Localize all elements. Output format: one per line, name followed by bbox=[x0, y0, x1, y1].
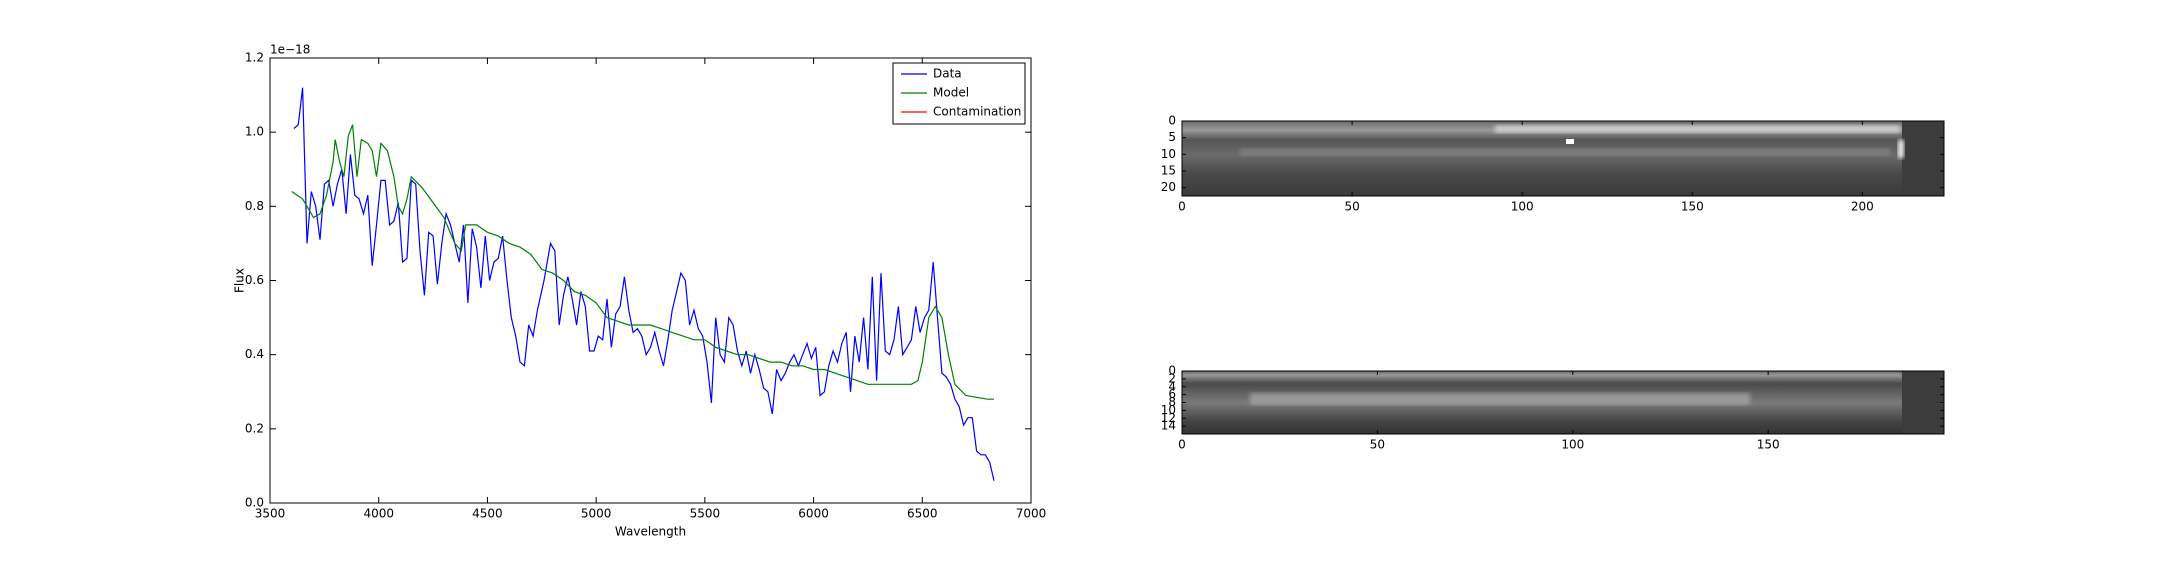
x-tick-label: 50 bbox=[1344, 200, 1359, 214]
y-tick-label: 0.8 bbox=[245, 199, 264, 213]
legend-label: Model bbox=[933, 86, 969, 100]
x-tick-label: 4500 bbox=[472, 507, 503, 521]
y-tick-label: 0.2 bbox=[245, 421, 264, 435]
legend-label: Data bbox=[933, 67, 962, 81]
y-tick-label: 6 bbox=[1168, 387, 1176, 401]
legend-label: Contamination bbox=[933, 105, 1021, 119]
y-tick-label: 0 bbox=[1168, 364, 1176, 378]
spectrum-image-1 bbox=[1182, 121, 1944, 196]
y-tick-label: 0.6 bbox=[245, 273, 264, 287]
y-tick-label: 20 bbox=[1161, 180, 1176, 194]
x-tick-label: 100 bbox=[1511, 200, 1534, 214]
x-tick-label: 5000 bbox=[581, 507, 612, 521]
y-tick-label: 1.2 bbox=[245, 51, 264, 65]
x-tick-label: 7000 bbox=[1016, 507, 1047, 521]
x-tick-label: 150 bbox=[1757, 438, 1780, 452]
y-tick-label: 15 bbox=[1161, 164, 1176, 178]
x-axis-label: Wavelength bbox=[615, 525, 686, 539]
y-tick-label: 14 bbox=[1161, 419, 1176, 433]
x-tick-label: 100 bbox=[1561, 438, 1584, 452]
y-offset-label: 1e−18 bbox=[270, 43, 310, 57]
x-tick-label: 0 bbox=[1178, 200, 1186, 214]
y-tick-label: 8 bbox=[1168, 395, 1176, 409]
x-tick-label: 200 bbox=[1851, 200, 1874, 214]
y-tick-label: 0.4 bbox=[245, 347, 264, 361]
axes-frame bbox=[1181, 120, 1945, 197]
x-tick-label: 150 bbox=[1681, 200, 1704, 214]
y-tick-label: 2 bbox=[1168, 371, 1176, 385]
spectrum-image-2 bbox=[1182, 371, 1944, 434]
x-tick-label: 0 bbox=[1178, 438, 1186, 452]
y-tick-label: 4 bbox=[1168, 379, 1176, 393]
y-tick-label: 10 bbox=[1161, 147, 1176, 161]
y-tick-label: 12 bbox=[1161, 411, 1176, 425]
axes-frame bbox=[269, 57, 1032, 504]
data-line bbox=[293, 87, 995, 481]
x-tick-label: 3500 bbox=[255, 507, 286, 521]
data-line bbox=[291, 124, 994, 400]
x-tick-label: 4000 bbox=[363, 507, 394, 521]
y-tick-label: 0 bbox=[1168, 114, 1176, 128]
y-tick-label: 5 bbox=[1168, 130, 1176, 144]
x-tick-label: 5500 bbox=[690, 507, 721, 521]
axes-frame bbox=[1181, 370, 1945, 435]
y-tick-label: 1.0 bbox=[245, 125, 264, 139]
y-axis-label: Flux bbox=[233, 268, 247, 293]
x-tick-label: 6000 bbox=[798, 507, 829, 521]
y-tick-label: 10 bbox=[1161, 403, 1176, 417]
x-tick-label: 50 bbox=[1370, 438, 1385, 452]
y-tick-label: 0.0 bbox=[245, 496, 264, 510]
x-tick-label: 6500 bbox=[907, 507, 938, 521]
